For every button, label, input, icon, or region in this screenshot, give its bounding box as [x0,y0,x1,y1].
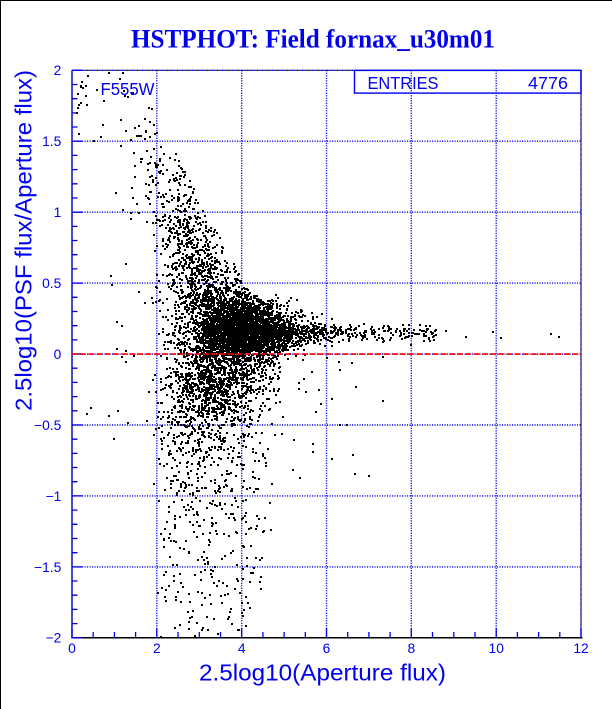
svg-text:8: 8 [407,641,415,656]
svg-text:6: 6 [323,641,331,656]
svg-text:4: 4 [238,641,246,656]
svg-text:12: 12 [573,641,588,656]
svg-text:HSTPHOT: Field fornax_u30m01: HSTPHOT: Field fornax_u30m01 [131,25,495,54]
svg-text:0: 0 [54,347,62,362]
svg-text:4776: 4776 [528,73,568,93]
svg-text:−1.5: −1.5 [34,560,62,575]
svg-text:1: 1 [54,205,62,220]
svg-text:ENTRIES: ENTRIES [368,73,439,93]
svg-text:2.5log10(Aperture flux): 2.5log10(Aperture flux) [199,659,446,685]
svg-text:1.5: 1.5 [42,134,62,149]
svg-text:2: 2 [54,63,62,78]
svg-text:−0.5: −0.5 [34,418,62,433]
svg-text:−1: −1 [46,489,62,504]
svg-text:2: 2 [153,641,161,656]
svg-text:−2: −2 [46,631,62,646]
svg-text:F555W: F555W [101,79,155,99]
svg-text:0: 0 [68,641,76,656]
svg-text:10: 10 [489,641,505,656]
svg-text:2.5log10(PSF flux/Aperture flu: 2.5log10(PSF flux/Aperture flux) [11,70,37,411]
svg-text:0.5: 0.5 [42,276,62,291]
